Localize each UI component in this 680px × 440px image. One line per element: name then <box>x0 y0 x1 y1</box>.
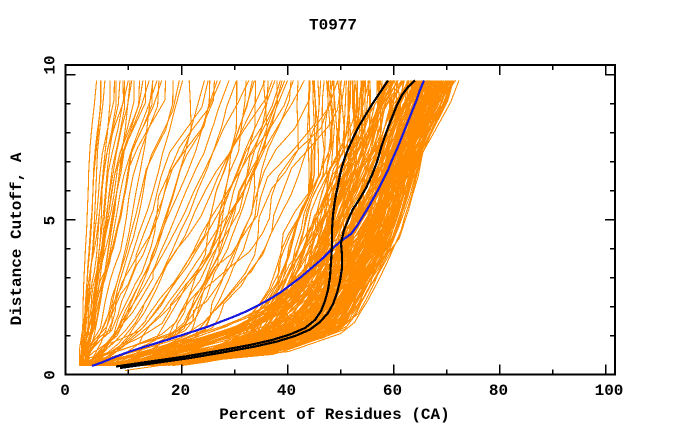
svg-text:60: 60 <box>383 382 402 400</box>
svg-text:Percent of Residues (CA): Percent of Residues (CA) <box>219 406 449 424</box>
svg-text:40: 40 <box>277 382 296 400</box>
svg-text:5: 5 <box>42 216 60 226</box>
svg-text:Distance Cutoff, A: Distance Cutoff, A <box>8 152 26 325</box>
svg-text:0: 0 <box>60 382 70 400</box>
svg-text:80: 80 <box>489 382 508 400</box>
svg-text:0: 0 <box>42 370 60 380</box>
svg-text:10: 10 <box>42 55 60 74</box>
svg-text:20: 20 <box>171 382 190 400</box>
svg-text:T0977: T0977 <box>309 17 357 35</box>
svg-text:100: 100 <box>595 382 624 400</box>
